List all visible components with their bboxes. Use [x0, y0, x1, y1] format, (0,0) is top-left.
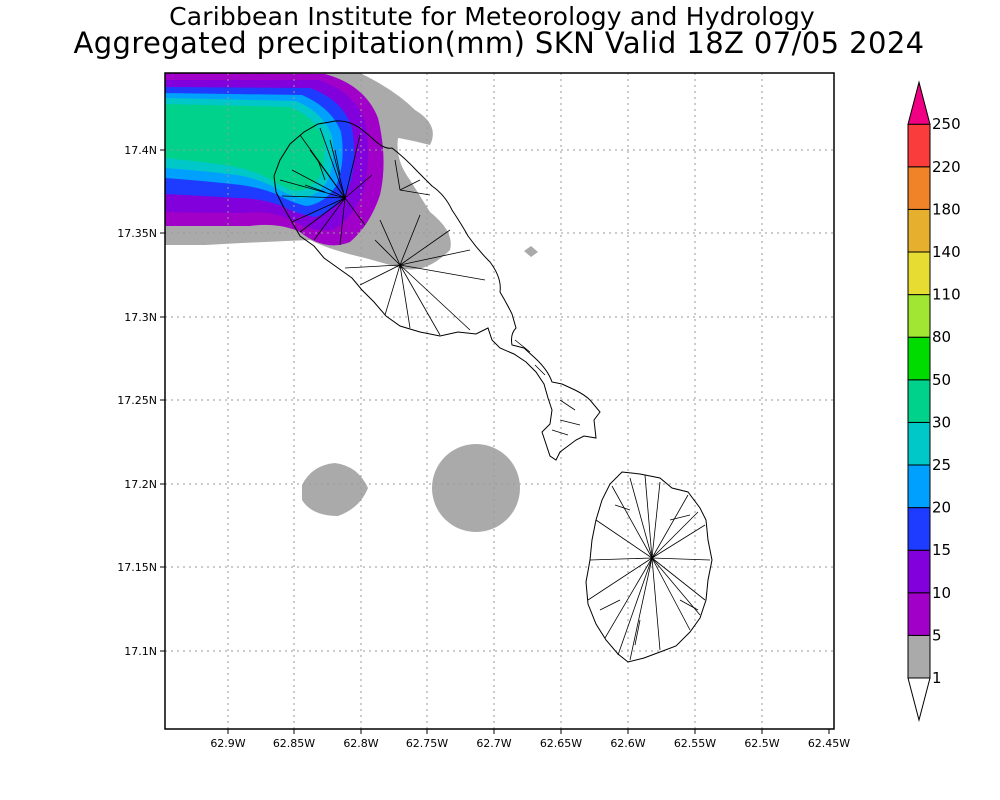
colorbar-segment: [907, 379, 931, 423]
colorbar-level-label: 25: [932, 456, 951, 474]
precipitation-field: [165, 73, 538, 532]
colorbar-level-label: 110: [932, 286, 961, 304]
colorbar-segment: [907, 166, 931, 210]
colorbar-level-label: 15: [932, 541, 951, 559]
lon-tick-label: 62.9W: [210, 737, 245, 750]
colorbar-level-label: 1: [932, 669, 942, 687]
lat-tick-label: 17.1N: [124, 645, 157, 658]
lat-tick-label: 17.2N: [124, 478, 157, 491]
lon-tick-label: 62.45W: [808, 737, 850, 750]
colorbar-level-label: 5: [932, 626, 942, 644]
colorbar-above-triangle: [907, 80, 931, 125]
nevis-island: [585, 471, 713, 663]
chart-title-line-1: Caribbean Institute for Meteorology and …: [169, 2, 815, 31]
precip-cell-central: [432, 444, 520, 532]
colorbar-segment: [907, 123, 931, 168]
colorbar-segment: [907, 294, 931, 338]
precip-cell-small: [524, 246, 538, 257]
colorbar-segment: [907, 336, 931, 381]
colorbar-level-label: 140: [932, 243, 961, 261]
colorbar-segment: [907, 634, 931, 679]
colorbar-segment: [907, 251, 931, 296]
map-frame: [164, 72, 835, 730]
lat-tick-label: 17.3N: [124, 311, 157, 324]
lon-tick-label: 62.55W: [674, 737, 716, 750]
colorbar-level-label: 180: [932, 200, 961, 218]
colorbar-segment: [907, 549, 931, 594]
lon-tick-label: 62.7W: [476, 737, 511, 750]
lat-tick-label: 17.35N: [117, 227, 157, 240]
colorbar-level-label: 10: [932, 584, 951, 602]
colorbar-level-label: 30: [932, 413, 951, 431]
colorbar-level-label: 220: [932, 158, 961, 176]
colorbar-below-triangle: [907, 677, 931, 722]
colorbar-segment: [907, 208, 931, 253]
lat-tick-label: 17.25N: [117, 394, 157, 407]
lon-tick-label: 62.85W: [273, 737, 315, 750]
precip-band-30-50: [165, 104, 325, 192]
lon-tick-label: 62.75W: [406, 737, 448, 750]
colorbar-segment: [907, 507, 931, 551]
colorbar-segment: [907, 464, 931, 509]
colorbar-level-label: 80: [932, 328, 951, 346]
chart-title-line-2: Aggregated precipitation(mm) SKN Valid 1…: [73, 26, 925, 60]
lat-tick-label: 17.4N: [124, 144, 157, 157]
colorbar-level-label: 20: [932, 499, 951, 517]
lon-tick-label: 62.5W: [744, 737, 779, 750]
map-gridlines: [165, 73, 834, 729]
axis-tick-marks: [160, 149, 830, 734]
lon-tick-label: 62.8W: [343, 737, 378, 750]
lat-tick-label: 17.15N: [117, 561, 157, 574]
colorbar-level-label: 250: [932, 115, 961, 133]
precip-cell-west: [302, 463, 368, 516]
colorbar-segment: [907, 421, 931, 466]
colorbar-segment: [907, 592, 931, 636]
lon-tick-label: 62.65W: [540, 737, 582, 750]
st-kitts-island: [273, 120, 601, 461]
lon-tick-label: 62.6W: [610, 737, 645, 750]
colorbar-level-label: 50: [932, 371, 951, 389]
